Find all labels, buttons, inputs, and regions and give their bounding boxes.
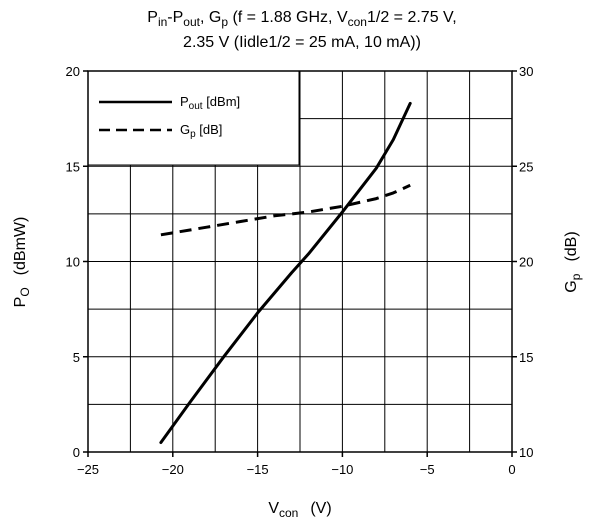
y-axis-left-title: PO(dBmW) <box>12 217 32 308</box>
y-right-tick-label: 25 <box>519 159 533 174</box>
x-tick-label: 0 <box>508 462 515 477</box>
y-right-tick-label: 10 <box>519 445 533 460</box>
y-axis-right-title: Gp(dB) <box>563 231 583 292</box>
y-right-tick-label: 20 <box>519 255 533 270</box>
y-right-tick-label: 30 <box>519 64 533 79</box>
y-left-tick-label: 15 <box>66 159 80 174</box>
y-left-tick-label: 0 <box>73 445 80 460</box>
chart-title-line-1: Pin-Pout, Gp (f = 1.88 GHz, Vcon1/2 = 2.… <box>147 9 456 29</box>
x-tick-label: −25 <box>77 462 99 477</box>
x-tick-label: −20 <box>162 462 184 477</box>
y-left-tick-label: 20 <box>66 64 80 79</box>
x-axis-title: Vcon (V) <box>268 500 331 520</box>
x-tick-label: −10 <box>331 462 353 477</box>
x-tick-label: −5 <box>420 462 435 477</box>
series-line-gp <box>161 185 410 235</box>
y-right-tick-label: 15 <box>519 350 533 365</box>
x-tick-label: −15 <box>247 462 269 477</box>
legend-box <box>88 71 299 165</box>
chart-title-line-2: 2.35 V (Iidle1/2 = 25 mA, 10 mA)) <box>183 34 421 51</box>
y-left-tick-label: 10 <box>66 255 80 270</box>
y-left-tick-label: 5 <box>73 350 80 365</box>
legend: Pout [dBm] Gp [dB] <box>88 71 299 165</box>
